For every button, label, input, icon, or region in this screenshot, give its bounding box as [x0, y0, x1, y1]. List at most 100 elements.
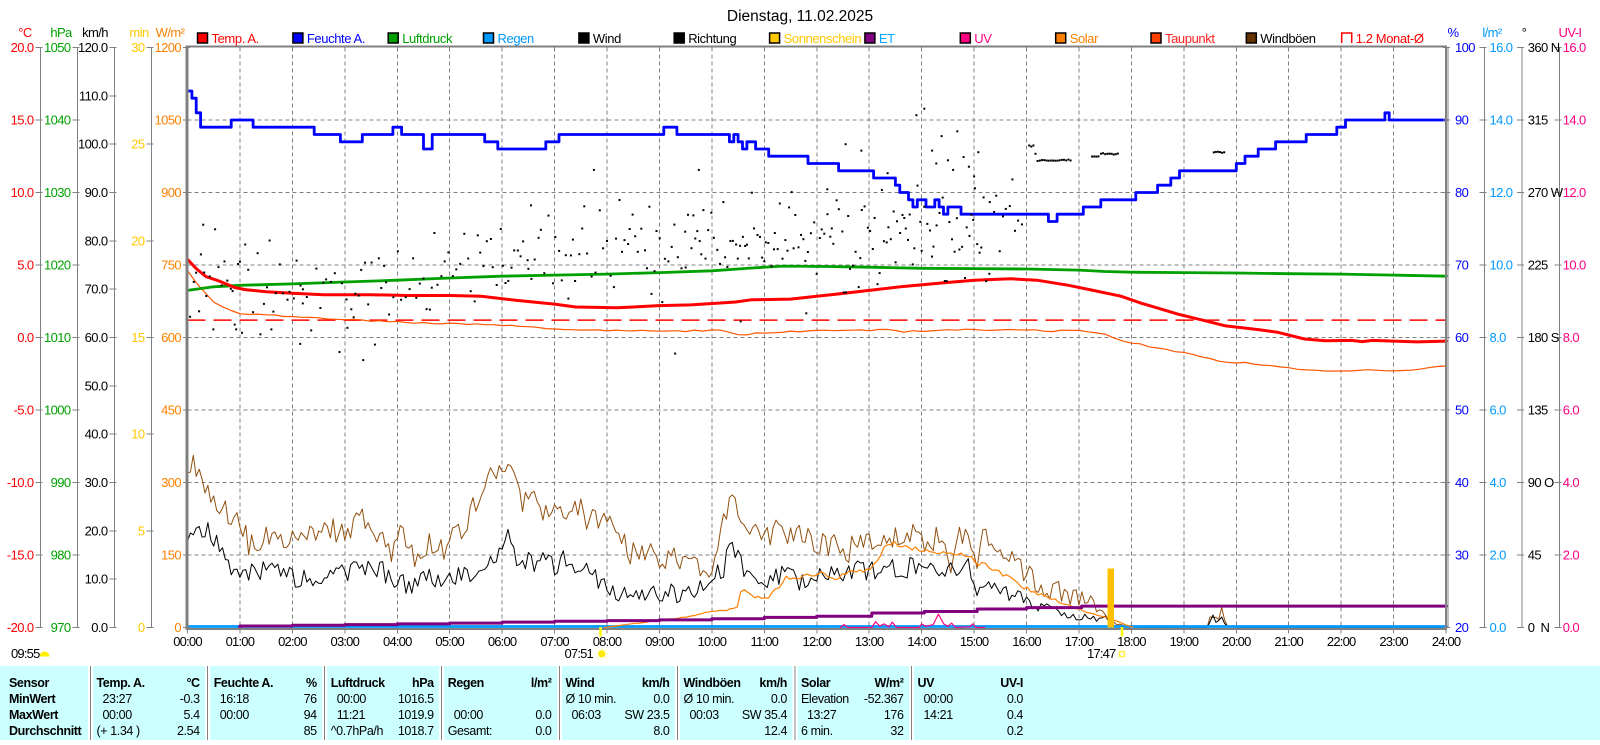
svg-text:40: 40	[1455, 475, 1469, 490]
svg-text:6 min.: 6 min.	[801, 724, 833, 738]
svg-text:80: 80	[1455, 185, 1469, 200]
svg-text:100.0: 100.0	[78, 137, 108, 152]
svg-text:2.0: 2.0	[1563, 548, 1580, 563]
svg-text:1018.7: 1018.7	[398, 724, 434, 738]
svg-text:12.0: 12.0	[1563, 185, 1586, 200]
svg-text:14:00: 14:00	[907, 634, 936, 649]
svg-text:06:00: 06:00	[488, 634, 517, 649]
svg-text:15:00: 15:00	[960, 634, 989, 649]
svg-text:10:00: 10:00	[698, 634, 727, 649]
svg-text:-52.367: -52.367	[864, 692, 904, 706]
svg-text:MinWert: MinWert	[9, 692, 57, 706]
svg-text:UV: UV	[974, 31, 992, 46]
svg-text:23:00: 23:00	[1379, 634, 1408, 649]
svg-text:1050: 1050	[44, 40, 71, 55]
svg-text:0.0: 0.0	[653, 692, 670, 706]
svg-text:07:00: 07:00	[540, 634, 569, 649]
svg-text:360 N: 360 N	[1528, 40, 1560, 55]
svg-text:°C: °C	[18, 25, 32, 40]
svg-text:0.0: 0.0	[91, 620, 108, 635]
svg-text:150: 150	[161, 548, 181, 563]
svg-text:5: 5	[138, 523, 145, 538]
svg-text:980: 980	[51, 548, 71, 563]
svg-text:1000: 1000	[44, 403, 71, 418]
svg-text:970: 970	[51, 620, 71, 635]
svg-text:1030: 1030	[44, 185, 71, 200]
svg-text:Luftdruck: Luftdruck	[331, 676, 385, 690]
svg-text:1200: 1200	[154, 40, 181, 55]
svg-text:0.0: 0.0	[17, 330, 34, 345]
svg-text:450: 450	[161, 403, 181, 418]
svg-text:20.0: 20.0	[85, 523, 108, 538]
svg-text:180 S: 180 S	[1528, 330, 1560, 345]
svg-text:16:00: 16:00	[1012, 634, 1041, 649]
svg-text:2.0: 2.0	[1490, 548, 1507, 563]
svg-text:0.0: 0.0	[1563, 620, 1580, 635]
svg-text:90.0: 90.0	[85, 185, 108, 200]
svg-text:Solar: Solar	[1070, 31, 1099, 46]
svg-text:Windböen: Windböen	[1260, 31, 1316, 46]
svg-text:5.0: 5.0	[17, 258, 34, 273]
svg-text:00:00: 00:00	[454, 708, 484, 722]
svg-text:17:00: 17:00	[1065, 634, 1094, 649]
svg-text:Durchschnitt: Durchschnitt	[9, 724, 83, 738]
svg-text:00:03: 00:03	[690, 708, 720, 722]
svg-text:16:18: 16:18	[220, 692, 250, 706]
svg-text:Gesamt:: Gesamt:	[448, 724, 492, 738]
svg-text:10.0: 10.0	[1563, 258, 1586, 273]
svg-text:10.0: 10.0	[11, 185, 34, 200]
svg-text:30: 30	[131, 40, 145, 55]
svg-text:09:55: 09:55	[11, 646, 40, 661]
svg-text:Windböen: Windböen	[684, 676, 741, 690]
svg-text:Luftdruck: Luftdruck	[402, 31, 453, 46]
svg-text:0.0: 0.0	[771, 692, 788, 706]
svg-text:17:47: 17:47	[1087, 646, 1116, 661]
svg-text:Richtung: Richtung	[688, 31, 736, 46]
svg-text:hPa: hPa	[412, 676, 435, 690]
svg-text:Wind: Wind	[593, 31, 621, 46]
svg-text:hPa: hPa	[50, 25, 73, 40]
svg-text:10.0: 10.0	[1490, 258, 1513, 273]
svg-text:22:00: 22:00	[1327, 634, 1356, 649]
svg-text:14.0: 14.0	[1563, 113, 1586, 128]
svg-text:6.0: 6.0	[1490, 403, 1507, 418]
svg-text:110.0: 110.0	[79, 88, 108, 103]
svg-text:0: 0	[174, 620, 181, 635]
svg-text:-10.0: -10.0	[7, 475, 34, 490]
svg-text:06:03: 06:03	[572, 708, 602, 722]
svg-text:600: 600	[161, 330, 181, 345]
svg-text:14.0: 14.0	[1490, 113, 1513, 128]
svg-text:60: 60	[1455, 330, 1469, 345]
svg-text:UV: UV	[918, 676, 936, 690]
svg-text:176: 176	[884, 708, 904, 722]
svg-text:Taupunkt: Taupunkt	[1165, 31, 1215, 46]
svg-text:23:27: 23:27	[103, 692, 133, 706]
svg-text:4.0: 4.0	[1490, 475, 1507, 490]
svg-text:^0.7hPa/h: ^0.7hPa/h	[331, 724, 384, 738]
svg-text:04:00: 04:00	[383, 634, 412, 649]
svg-text:0.4: 0.4	[1007, 708, 1024, 722]
svg-text:750: 750	[161, 258, 181, 273]
svg-text:Wind: Wind	[566, 676, 595, 690]
svg-text:1.2 Monat-Ø: 1.2 Monat-Ø	[1356, 31, 1424, 46]
svg-text:-5.0: -5.0	[13, 403, 33, 418]
svg-text:30: 30	[1455, 548, 1469, 563]
svg-text:90 O: 90 O	[1528, 475, 1554, 490]
svg-text:14:21: 14:21	[924, 708, 954, 722]
svg-text:100: 100	[1455, 40, 1475, 55]
svg-text:1020: 1020	[44, 258, 71, 273]
svg-text:50: 50	[1455, 403, 1469, 418]
svg-text:80.0: 80.0	[85, 233, 108, 248]
svg-text:15.0: 15.0	[11, 113, 34, 128]
svg-text:0 N: 0 N	[1528, 620, 1550, 635]
svg-text:l/m²: l/m²	[531, 676, 552, 690]
svg-text:07:51: 07:51	[564, 646, 593, 661]
svg-text:00:00: 00:00	[103, 708, 133, 722]
svg-text:16.0: 16.0	[1490, 40, 1513, 55]
svg-text:Temp. A.: Temp. A.	[97, 676, 145, 690]
svg-text:5.4: 5.4	[184, 708, 201, 722]
svg-text:00:00: 00:00	[173, 634, 202, 649]
svg-text:16.0: 16.0	[1563, 40, 1586, 55]
svg-text:min: min	[129, 25, 149, 40]
svg-text:15: 15	[131, 330, 145, 345]
